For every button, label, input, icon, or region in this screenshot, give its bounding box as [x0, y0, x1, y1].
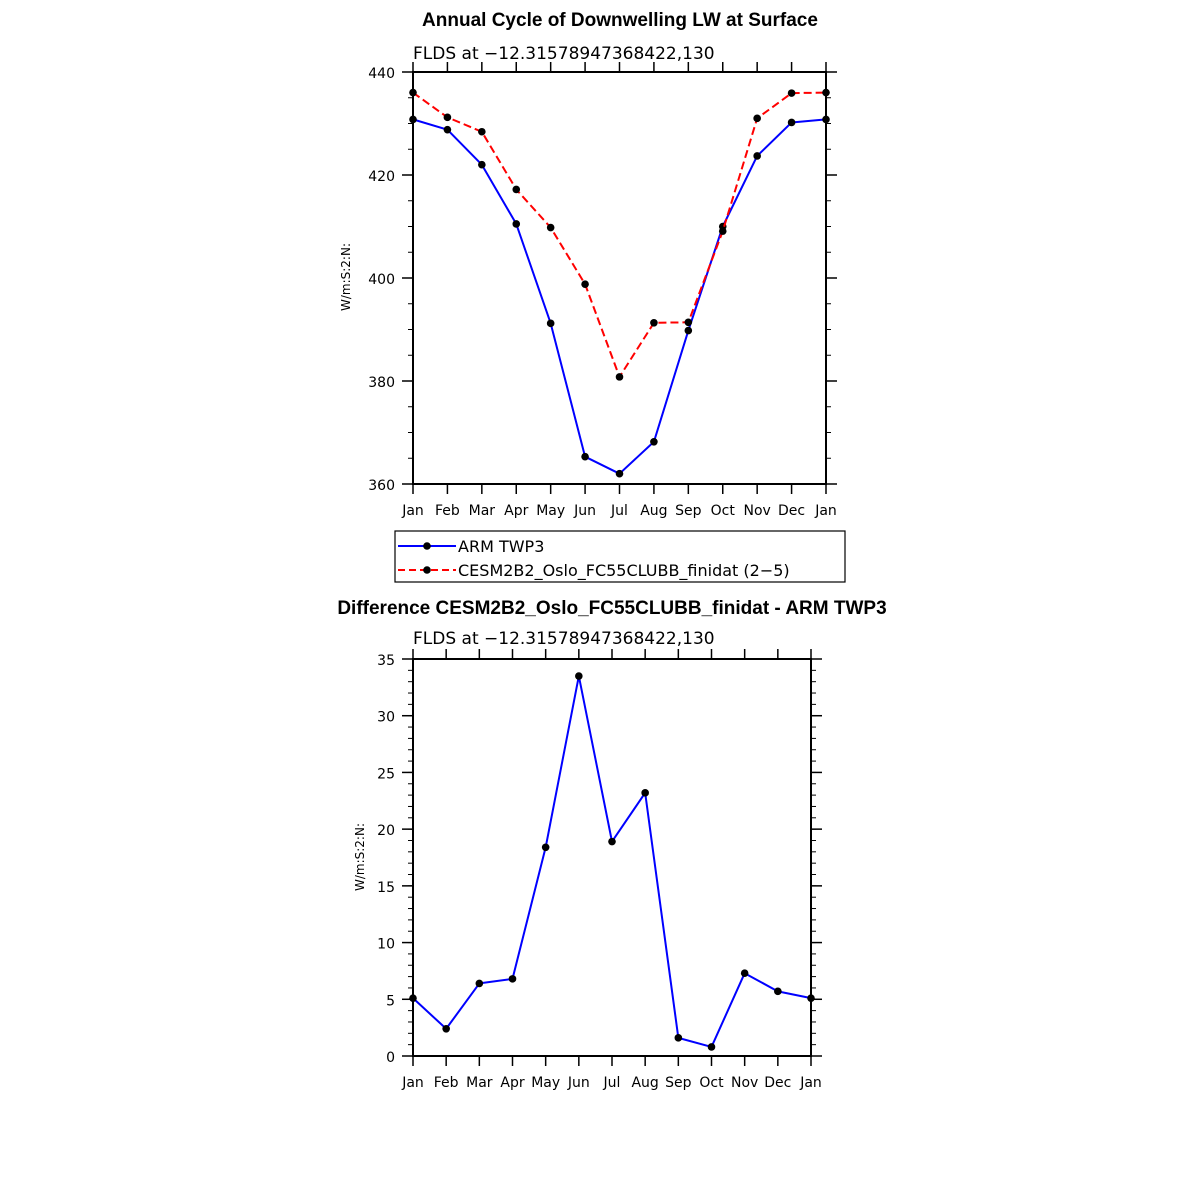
y-tick-labels: 0 5 10 15 20 25 30 35	[377, 653, 395, 1066]
data-series	[409, 88, 830, 478]
data-series	[409, 672, 815, 1051]
y-tick-label: 30	[377, 710, 395, 726]
x-tick-label: Nov	[744, 503, 771, 519]
y-tick-label: 0	[386, 1050, 395, 1066]
data-point	[787, 89, 796, 97]
data-point	[575, 672, 583, 680]
data-point	[512, 185, 521, 194]
x-tick-label: Mar	[466, 1075, 493, 1091]
y-tick-label: 400	[368, 272, 395, 288]
x-tick-label: Jul	[603, 1075, 621, 1091]
data-point	[512, 220, 521, 228]
data-point	[478, 127, 486, 136]
legend-marker-arm	[423, 542, 431, 550]
y-tick-label: 5	[386, 993, 395, 1009]
x-tick-label: May	[536, 503, 565, 519]
data-point	[753, 152, 761, 160]
x-tick-label: Nov	[731, 1075, 758, 1091]
x-tick-label: Feb	[434, 1075, 459, 1091]
x-tick-label: Jul	[610, 503, 628, 519]
chart-title: Annual Cycle of Downwelling LW at Surfac…	[422, 10, 818, 31]
x-tick-label: Sep	[665, 1075, 692, 1091]
y-tick-label: 420	[368, 169, 395, 185]
x-tick-label: Apr	[500, 1075, 524, 1091]
data-point	[684, 318, 693, 327]
data-point	[650, 437, 658, 446]
data-point	[475, 979, 484, 988]
data-point	[442, 1024, 450, 1033]
data-point	[546, 223, 555, 232]
y-tick-label: 360	[368, 478, 395, 494]
data-point	[546, 319, 555, 328]
data-point	[615, 373, 624, 381]
legend-label-cesm: CESM2B2_Oslo_FC55CLUBB_finidat (2−5)	[458, 561, 790, 581]
x-tick-label: Sep	[675, 503, 702, 519]
data-point	[718, 227, 727, 235]
x-tick-label: Dec	[778, 503, 805, 519]
data-point	[787, 118, 796, 127]
y-tick-label: 35	[377, 653, 395, 669]
data-point	[581, 280, 589, 288]
plot-frame	[412, 71, 827, 485]
legend-box	[394, 530, 846, 583]
x-tick-label: Jun	[573, 503, 596, 519]
plot-frame	[412, 658, 812, 1057]
x-tick-label: Oct	[699, 1075, 724, 1091]
y-tick-label: 20	[377, 823, 395, 839]
y-tick-label: 440	[368, 66, 395, 82]
legend: ARM TWP3 CESM2B2_Oslo_FC55CLUBB_finidat …	[394, 530, 846, 583]
x-tick-label: Jan	[401, 1075, 424, 1091]
data-point	[581, 452, 589, 461]
x-tick-label: Dec	[764, 1075, 791, 1091]
y-tick-labels: 360 380 400 420 440	[368, 66, 395, 494]
data-point	[608, 837, 616, 846]
x-tick-labels: Jan Feb Mar Apr May Jun Jul Aug Sep Oct Nov Dec Jan	[401, 1075, 822, 1091]
data-point	[443, 113, 452, 122]
data-point	[753, 114, 761, 123]
data-point	[774, 987, 782, 996]
data-point	[650, 319, 658, 327]
x-tick-label: Oct	[711, 503, 736, 519]
x-tick-label: Mar	[469, 503, 496, 519]
y-tick-label: 380	[368, 375, 395, 391]
annual-cycle-chart: Annual Cycle of Downwelling LW at Surfac…	[339, 10, 837, 519]
data-point	[478, 160, 486, 169]
y-axis-label: W/m:S:2:N:	[339, 243, 353, 311]
y-tick-label: 25	[377, 766, 395, 782]
x-tick-label: Aug	[631, 1075, 658, 1091]
x-tick-label: Jan	[401, 503, 424, 519]
data-point	[541, 843, 550, 852]
x-tick-label: Aug	[640, 503, 667, 519]
x-tick-label: May	[531, 1075, 560, 1091]
x-tick-labels: Jan Feb Mar Apr May Jun Jul Aug Sep Oct Nov Dec Jan	[401, 503, 837, 519]
y-tick-label: 15	[377, 880, 395, 896]
chart-subtitle: FLDS at −12.31578947368422,130	[413, 44, 715, 64]
legend-marker-cesm	[423, 566, 431, 574]
x-tick-label: Jan	[799, 1075, 822, 1091]
y-tick-label: 10	[377, 937, 395, 953]
axis-ticks	[402, 62, 837, 494]
data-point	[641, 789, 649, 797]
x-tick-label: Apr	[504, 503, 528, 519]
chart-subtitle: FLDS at −12.31578947368422,130	[413, 629, 715, 649]
y-axis-label: W/m:S:2:N:	[353, 823, 367, 891]
x-tick-label: Jun	[567, 1075, 590, 1091]
data-point	[508, 975, 517, 983]
x-tick-label: Jan	[814, 503, 837, 519]
data-point	[684, 326, 693, 335]
data-point	[443, 125, 452, 134]
data-point	[707, 1043, 716, 1051]
x-tick-label: Feb	[435, 503, 460, 519]
legend-label-arm: ARM TWP3	[458, 537, 544, 556]
data-point	[674, 1034, 683, 1042]
data-point	[615, 469, 624, 478]
chart-title: Difference CESM2B2_Oslo_FC55CLUBB_finida…	[337, 598, 886, 619]
data-point	[740, 969, 749, 977]
difference-chart: Difference CESM2B2_Oslo_FC55CLUBB_finida…	[337, 598, 886, 1091]
